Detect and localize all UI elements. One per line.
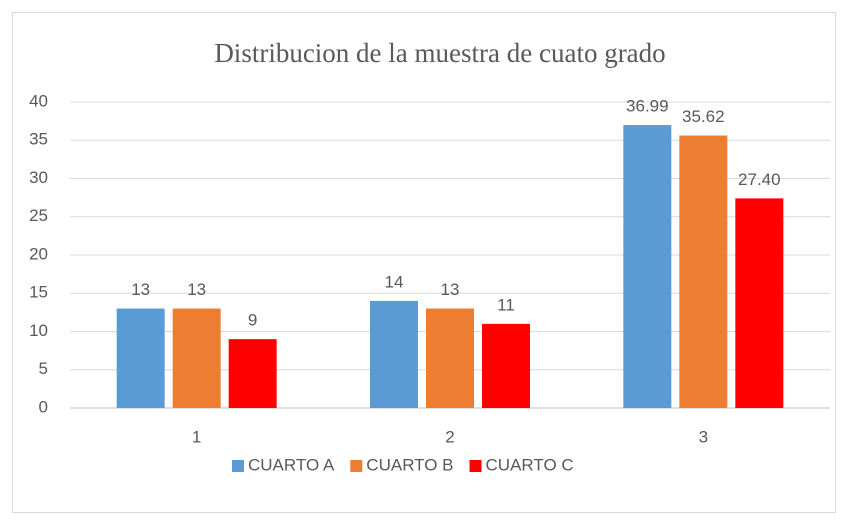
legend-swatch bbox=[232, 460, 244, 472]
bar bbox=[370, 300, 418, 408]
data-label: 13 bbox=[187, 280, 206, 299]
bar bbox=[735, 198, 784, 408]
x-tick-label: 1 bbox=[192, 427, 201, 446]
bar bbox=[116, 308, 165, 408]
bar bbox=[172, 308, 221, 408]
x-tick-label: 2 bbox=[445, 427, 454, 446]
bar bbox=[679, 135, 728, 408]
data-label: 13 bbox=[131, 280, 150, 299]
y-tick-label: 30 bbox=[29, 168, 48, 187]
bar bbox=[426, 308, 474, 408]
legend-label: CUARTO A bbox=[248, 455, 335, 474]
y-tick-label: 40 bbox=[29, 91, 48, 110]
x-tick-label: 3 bbox=[699, 427, 708, 446]
data-label: 13 bbox=[441, 280, 460, 299]
legend-label: CUARTO C bbox=[486, 455, 574, 474]
bar bbox=[482, 323, 530, 408]
legend-label: CUARTO B bbox=[366, 455, 453, 474]
legend-swatch bbox=[350, 460, 363, 472]
legend-swatch bbox=[469, 460, 482, 472]
chart-title: Distribucion de la muestra de cuato grad… bbox=[214, 38, 665, 68]
data-label: 35.62 bbox=[682, 107, 725, 126]
bar bbox=[623, 125, 672, 409]
y-tick-label: 20 bbox=[29, 244, 48, 263]
y-tick-label: 35 bbox=[29, 130, 48, 149]
y-tick-label: 5 bbox=[39, 359, 48, 378]
data-label: 11 bbox=[497, 295, 515, 314]
data-label: 14 bbox=[385, 272, 404, 291]
data-label: 27.40 bbox=[738, 170, 781, 189]
bar bbox=[228, 339, 277, 408]
y-tick-label: 10 bbox=[29, 321, 48, 340]
y-tick-label: 25 bbox=[29, 206, 48, 225]
data-label: 36.99 bbox=[626, 97, 669, 116]
data-label: 9 bbox=[248, 311, 257, 330]
y-tick-label: 0 bbox=[39, 397, 48, 416]
y-tick-label: 15 bbox=[29, 283, 48, 302]
